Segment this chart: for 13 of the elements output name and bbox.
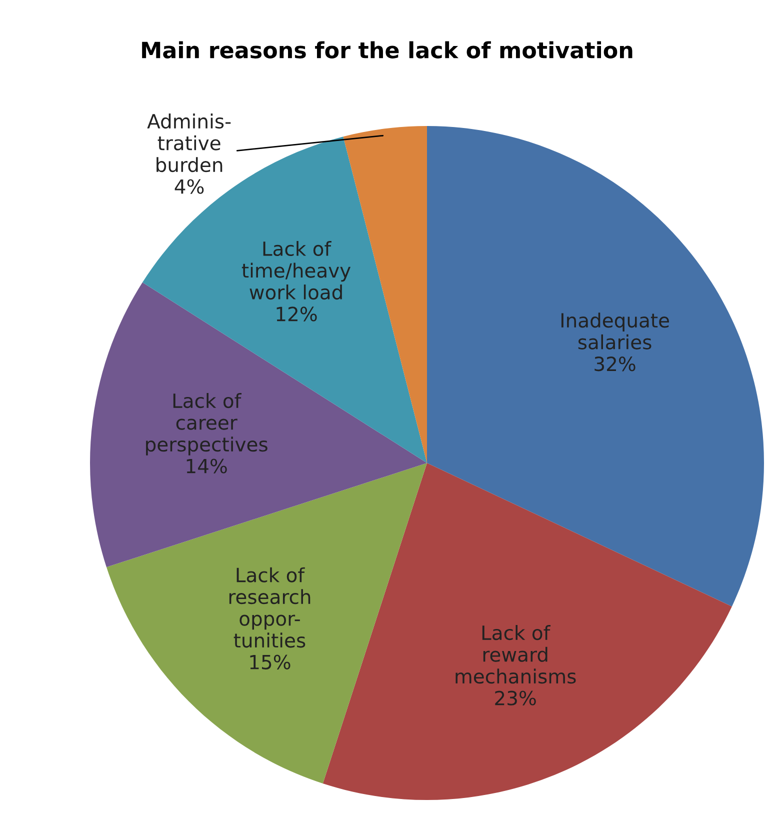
data-label: 14% — [186, 458, 227, 474]
slice-label: Lack of time/heavy work load — [242, 240, 351, 300]
slice-label: Lack of career perspectives — [146, 393, 268, 456]
data-label: 23% — [495, 690, 536, 706]
data-label: 12% — [276, 306, 317, 322]
data-label: 15% — [250, 654, 290, 670]
slice-label: Lack of reward mechanisms — [456, 625, 576, 684]
slice-label: Adminis- trative burden — [147, 114, 231, 172]
slice-label: Lack of research oppor- tunities — [229, 567, 310, 648]
chart-title: Main reasons for the lack of motivation — [142, 41, 632, 58]
data-label: 4% — [174, 179, 204, 194]
data-label: 32% — [594, 356, 636, 372]
slice-label: Inadequate salaries — [561, 312, 669, 350]
